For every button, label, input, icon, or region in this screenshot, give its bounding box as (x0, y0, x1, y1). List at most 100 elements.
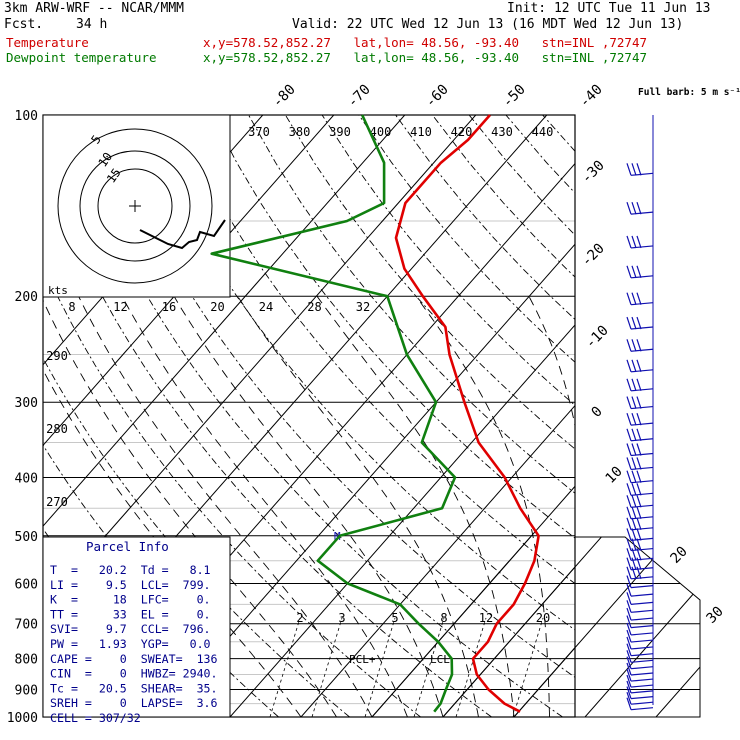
mixing-ratio-label: 8 (440, 611, 447, 625)
parcel-info-row: Tc = 20.5 SHEAR= 35. (50, 681, 218, 695)
mixing-ratio-line (512, 617, 544, 717)
hodograph-speed-label: 28 (307, 300, 321, 314)
mixing-ratio-line (413, 617, 445, 717)
parcel-info-row: PW = 1.93 YGP= 0.0 (50, 637, 211, 651)
dry-adiabat-line (137, 115, 575, 631)
parcel-info-row: LI = 9.5 LCL= 799. (50, 578, 211, 592)
pressure-tick-label: 100 (15, 109, 38, 124)
wind-barb (626, 339, 654, 352)
dewpoint-legend-label: Dewpoint temperature (6, 50, 157, 65)
isotherm-label: -60 (423, 82, 452, 111)
theta-label: 390 (329, 125, 351, 139)
hodograph-speed-label: 24 (259, 300, 273, 314)
left-theta-label: 280 (46, 422, 68, 436)
moist-adiabat-line (528, 295, 575, 428)
parcel-info-row: CIN = 0 HWBZ= 2940. (50, 667, 218, 681)
mixing-ratio-line (364, 617, 396, 717)
hodograph-speed-label: 12 (113, 300, 127, 314)
parcel-info-row: CELL = 307/32 (50, 711, 141, 725)
pressure-tick-label: 1000 (7, 711, 38, 726)
hodograph-ring (79, 150, 191, 262)
isotherm-line (584, 537, 700, 717)
wind-barb (626, 622, 654, 636)
mixing-ratio-line (455, 617, 487, 717)
wind-barb (626, 697, 654, 711)
lower-extension-frame (575, 536, 701, 718)
parcel-info-row: K = 18 LFC= 0. (50, 593, 211, 607)
forecast-hour: 34 h (76, 17, 108, 32)
moist-adiabat-line (121, 295, 408, 717)
dry-adiabat-line (174, 115, 575, 585)
wind-barb (626, 495, 654, 508)
wind-barb (626, 662, 654, 676)
pressure-tick-label: 500 (15, 530, 38, 545)
wind-barb (626, 457, 654, 471)
wind-barb (626, 378, 654, 392)
parcel-info-row: SREH = 0 LAPSE= 3.6 (50, 696, 218, 710)
dry-adiabat-line (211, 115, 575, 539)
wind-barb (626, 692, 654, 705)
theta-label: 380 (289, 125, 311, 139)
hodograph-speed-label: 20 (210, 300, 224, 314)
init-time: Init: 12 UTC Tue 11 Jun 13 (507, 1, 711, 16)
wind-barb (626, 629, 654, 643)
isotherm-label: 10 (603, 464, 626, 487)
isotherm-line (371, 485, 575, 717)
hodograph-ring (57, 128, 213, 284)
wind-barb (626, 656, 654, 670)
model-title: 3km ARW-WRF -- NCAR/MMM (4, 1, 185, 16)
dry-adiabat-line (505, 115, 575, 194)
hodograph-speed-label: 16 (162, 300, 176, 314)
pressure-tick-label: 300 (15, 396, 38, 411)
pressure-tick-label: 200 (15, 290, 38, 305)
lcl-annotation: LCL (430, 653, 450, 666)
wind-barb (626, 686, 654, 700)
theta-label: 440 (532, 125, 554, 139)
wind-legend: Full barb: 5 m s⁻¹ (638, 87, 740, 98)
wind-barb (626, 643, 654, 657)
hodograph-unit-label: kts (48, 284, 68, 297)
pressure-tick-label: 600 (15, 577, 38, 592)
dewpoint-profile (210, 114, 457, 713)
wind-barb (626, 359, 654, 373)
parcel-info-title: Parcel Info (86, 539, 169, 554)
wind-barb (626, 680, 654, 694)
isotherm-line (513, 537, 674, 717)
isotherm-line (513, 646, 575, 717)
hodograph-ring (97, 168, 173, 244)
isotherm-line (300, 404, 575, 717)
isotherm-line (655, 537, 700, 717)
isotherm-line (43, 115, 406, 527)
isotherm-label: -10 (583, 323, 612, 352)
wind-barb (626, 428, 654, 442)
wind-barb (626, 592, 654, 605)
wind-barb (626, 583, 654, 597)
left-theta-label: 290 (46, 349, 68, 363)
parcel-info-row: TT = 33 EL = 0. (50, 607, 211, 621)
theta-label: 370 (248, 125, 270, 139)
wind-barb (626, 538, 654, 552)
theta-label: 430 (491, 125, 513, 139)
dry-adiabat-line (432, 115, 575, 278)
dry-adiabat-line (395, 115, 575, 321)
forecast-label: Fcst. (4, 17, 44, 32)
pressure-tick-label: 900 (15, 683, 38, 698)
dry-adiabat-line (285, 115, 575, 450)
valid-time: Valid: 22 UTC Wed 12 Jun 13 (16 MDT Wed … (292, 17, 684, 32)
hodograph-speed-label: 8 (68, 300, 75, 314)
mixing-ratio-line (269, 617, 301, 717)
theta-label: 410 (410, 125, 432, 139)
wind-barb (626, 668, 654, 682)
pcl-annotation: PCL+ (349, 653, 376, 666)
wind-barb (626, 292, 654, 306)
dry-adiabat-line (43, 444, 279, 717)
pressure-tick-label: 400 (15, 471, 38, 486)
parcel-info-box (42, 536, 231, 718)
plot-frame (42, 114, 576, 718)
isotherm-line (229, 324, 575, 717)
isotherm-label: -70 (345, 82, 374, 111)
wind-barb (626, 265, 654, 279)
isotherm-line (727, 115, 740, 717)
isotherm-line (656, 115, 740, 717)
